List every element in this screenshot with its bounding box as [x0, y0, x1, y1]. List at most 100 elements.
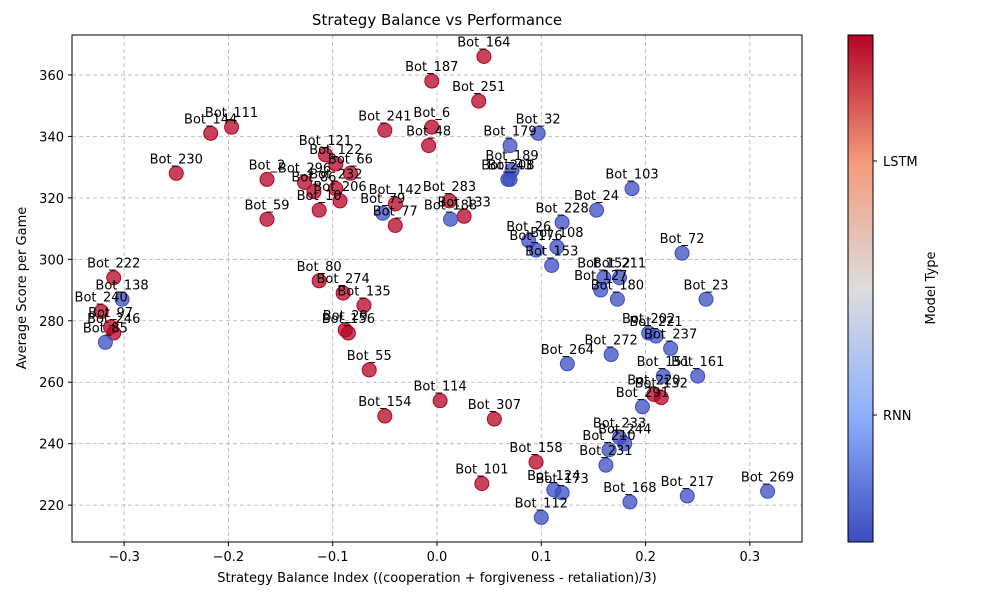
point-label: Bot_24: [574, 189, 619, 204]
data-point: [609, 291, 625, 307]
data-point: [471, 93, 487, 109]
data-point: [356, 297, 372, 313]
point-label: Bot_85: [83, 321, 128, 336]
data-point: [340, 325, 356, 341]
point-label: Bot_164: [457, 36, 510, 51]
data-point: [328, 156, 344, 172]
point-label: Bot_161: [671, 355, 724, 370]
point-label: Bot_6: [413, 106, 450, 121]
point-label: Bot_29: [323, 309, 368, 324]
x-tick-label: 0.2: [635, 550, 656, 565]
point-label: Bot_272: [585, 334, 638, 349]
point-label: Bot_111: [205, 106, 258, 121]
y-axis-label: Average Score per Game: [15, 207, 30, 370]
chart-title: Strategy Balance vs Performance: [312, 11, 562, 29]
data-point: [424, 119, 440, 135]
colorbar-label: Model Type: [924, 251, 939, 324]
data-point: [679, 488, 695, 504]
x-tick-label: 0.1: [531, 550, 552, 565]
x-tick-label: −0.3: [108, 550, 140, 565]
x-axis-ticks: −0.3 −0.2 −0.1 0.0 0.1 0.2 0.3: [108, 542, 760, 565]
data-point: [601, 442, 617, 458]
data-point: [546, 482, 562, 498]
grid-lines: [72, 35, 802, 542]
data-point: [634, 399, 650, 415]
data-point: [424, 73, 440, 89]
data-point: [259, 211, 275, 227]
point-label: Bot_43: [487, 158, 532, 173]
point-label: Bot_231: [579, 444, 632, 459]
point-label: Bot_246: [87, 312, 140, 327]
point-label: Bot_168: [603, 481, 656, 496]
point-label: Bot_220: [627, 374, 680, 389]
data-point: [612, 270, 627, 286]
point-label: Bot_135: [337, 284, 390, 299]
point-label: Bot_10: [297, 189, 342, 204]
point-label: Bot_101: [455, 463, 508, 478]
data-point: [335, 285, 351, 301]
point-label: Bot_59: [245, 198, 290, 213]
y-tick-label: 280: [39, 315, 64, 330]
data-point: [622, 494, 638, 510]
point-label: Bot_154: [358, 395, 411, 410]
data-point: [306, 184, 322, 200]
point-label: Bot_86: [291, 171, 336, 186]
point-label: Bot_206: [313, 180, 366, 195]
point-label: Bot_114: [413, 380, 466, 395]
x-tick-label: −0.1: [317, 550, 349, 565]
y-axis-ticks: 220 240 260 280 300 320 340 360: [39, 69, 72, 514]
y-tick-label: 260: [39, 376, 64, 391]
point-label: Bot_132: [635, 377, 688, 392]
data-point: [377, 122, 393, 138]
point-label: Bot_296: [278, 161, 331, 176]
y-tick-label: 320: [39, 192, 64, 207]
data-point: [442, 193, 458, 209]
point-label: Bot_210: [582, 429, 635, 444]
point-label: Bot_244: [598, 423, 651, 438]
x-tick-label: −0.2: [213, 550, 245, 565]
data-point: [698, 291, 714, 307]
data-point: [549, 239, 565, 255]
data-point: [502, 171, 518, 187]
data-point: [474, 476, 490, 492]
data-point: [476, 49, 492, 65]
colorbar: LSTM RNN Model Type: [847, 34, 939, 543]
point-label: Bot_251: [452, 80, 505, 95]
point-label: Bot_77: [373, 205, 418, 220]
point-label: Bot_108: [530, 226, 583, 241]
data-point: [203, 125, 219, 141]
data-point: [342, 165, 358, 181]
data-point: [432, 393, 448, 409]
point-label: Bot_2: [249, 158, 286, 173]
data-point: [387, 218, 403, 234]
point-label: Bot_232: [309, 168, 362, 183]
point-label: Bot_26: [506, 220, 551, 235]
y-tick-label: 220: [39, 499, 64, 514]
data-point: [663, 340, 679, 356]
point-label: Bot_142: [369, 183, 422, 198]
data-point: [502, 138, 518, 154]
data-point: [93, 304, 109, 320]
point-label: Bot_307: [468, 398, 521, 413]
colorbar-gradient: [847, 34, 874, 543]
point-label: Bot_80: [297, 260, 342, 275]
data-point: [648, 328, 664, 344]
data-point: [387, 196, 403, 212]
point-label: Bot_124: [527, 469, 580, 484]
point-label: Bot_241: [358, 109, 411, 124]
point-label: Bot_187: [405, 60, 458, 75]
data-point: [653, 390, 669, 406]
point-label: Bot_122: [309, 143, 362, 158]
point-label: Bot_72: [660, 232, 705, 247]
point-label: Bot_179: [483, 125, 536, 140]
data-point: [559, 356, 575, 372]
point-label: Bot_66: [328, 152, 373, 167]
data-point: [168, 165, 184, 181]
point-label: Bot_180: [591, 278, 644, 293]
data-point: [443, 211, 459, 227]
point-label: Bot_112: [515, 496, 568, 511]
data-point: [106, 270, 122, 286]
point-label: Bot_208: [481, 158, 534, 173]
point-label: Bot_173: [535, 472, 588, 487]
point-label: Bot_127: [574, 269, 627, 284]
